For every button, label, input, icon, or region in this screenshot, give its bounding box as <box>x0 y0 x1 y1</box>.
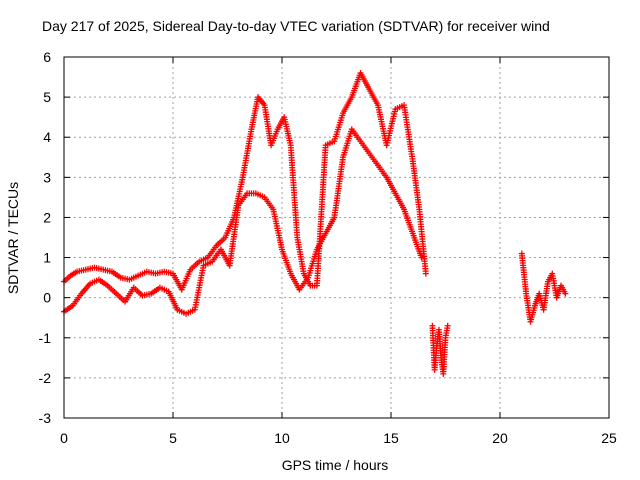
chart-title: Day 217 of 2025, Sidereal Day-to-day VTE… <box>42 18 550 34</box>
y-tick-label: -1 <box>39 330 52 346</box>
data-point <box>418 254 425 261</box>
y-tick-label: 6 <box>43 49 51 65</box>
data-point <box>444 322 451 329</box>
y-axis-label: SDTVAR / TECUs <box>5 182 21 294</box>
data-point <box>562 290 569 297</box>
y-tick-label: 2 <box>43 209 51 225</box>
data-points <box>61 70 569 377</box>
x-tick-label: 10 <box>274 430 290 446</box>
y-tick-label: 4 <box>43 129 51 145</box>
x-axis-label: GPS time / hours <box>282 457 389 473</box>
y-tick-label: 5 <box>43 89 51 105</box>
x-tick-label: 5 <box>169 430 177 446</box>
x-tick-label: 15 <box>383 430 399 446</box>
plot-frame <box>63 56 610 419</box>
y-tick-label: -3 <box>39 410 52 426</box>
data-point <box>422 270 429 277</box>
x-tick-label: 25 <box>601 430 617 446</box>
ticks: 0 5 10 15 20 25 -3 -2 -1 0 1 2 3 4 5 6 <box>39 49 617 446</box>
y-tick-label: 3 <box>43 169 51 185</box>
y-tick-label: -2 <box>39 370 52 386</box>
x-tick-label: 20 <box>492 430 508 446</box>
y-tick-label: 1 <box>43 250 51 266</box>
x-tick-label: 0 <box>60 430 68 446</box>
y-tick-label: 0 <box>43 290 51 306</box>
